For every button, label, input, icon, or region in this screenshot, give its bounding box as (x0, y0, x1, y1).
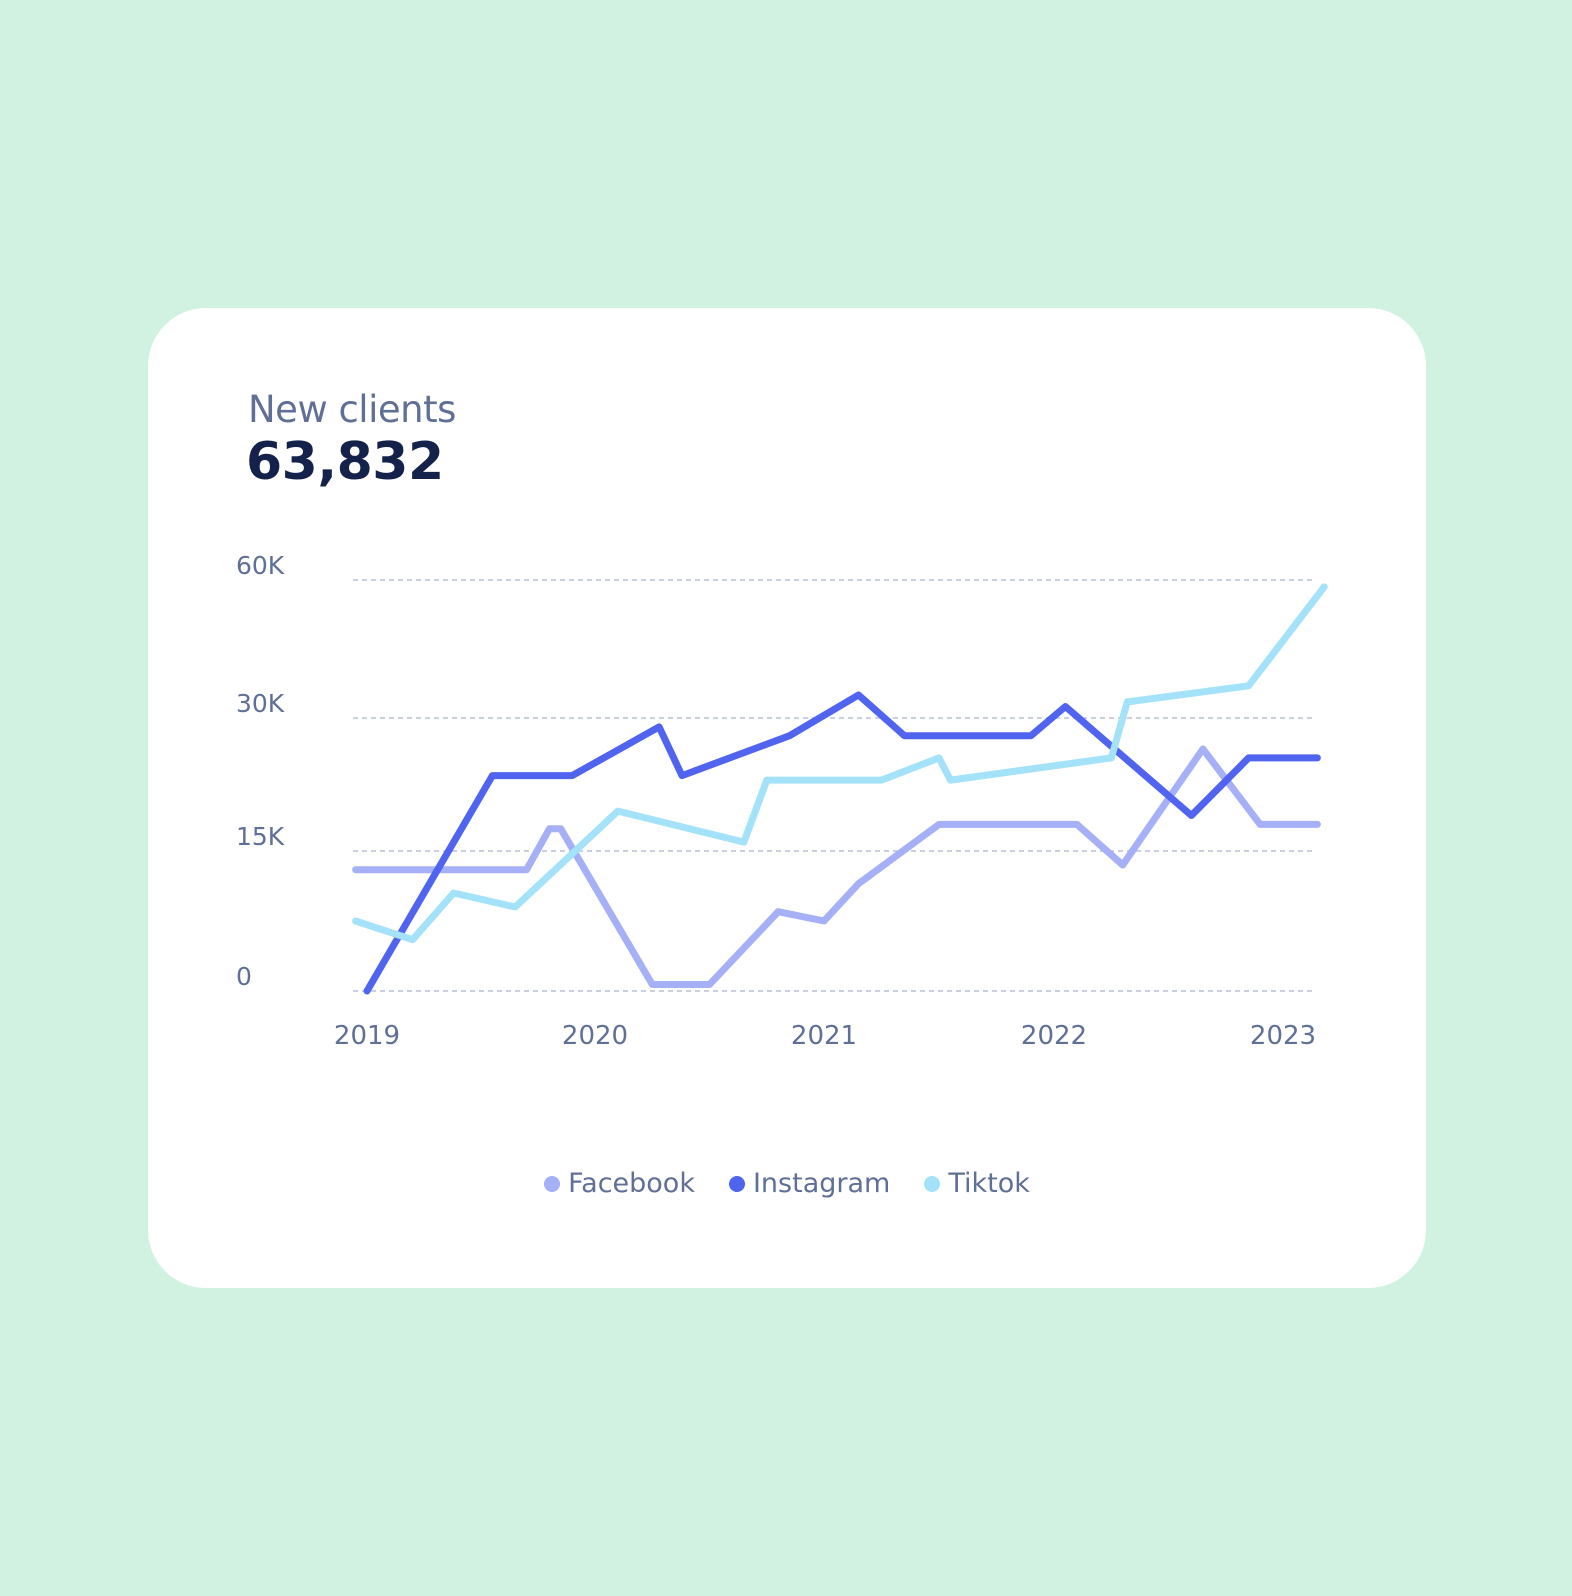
series-line-tiktok (352, 583, 1328, 944)
chart-card: New clients 63,832 0 15K 30K 60K 2019 2020 202… (148, 308, 1426, 1288)
y-tick-label: 30K (236, 689, 285, 718)
legend-dot-icon (924, 1175, 941, 1192)
x-tick-label: 2022 (1021, 1021, 1087, 1051)
x-tick-label: 2023 (1250, 1021, 1316, 1051)
y-tick-label: 15K (236, 822, 285, 851)
legend-label: Instagram (752, 1168, 891, 1199)
y-tick-label: 0 (236, 962, 252, 991)
legend-label: Tiktok (948, 1168, 1030, 1199)
x-tick-label: 2019 (334, 1021, 400, 1051)
legend-dot-icon (544, 1175, 561, 1192)
legend-item-tiktok: Tiktok (924, 1168, 1030, 1199)
total-value: 63,832 (246, 432, 444, 492)
series-line-instagram (363, 691, 1321, 995)
series-line-facebook (352, 745, 1321, 988)
x-tick-label: 2021 (791, 1021, 857, 1051)
x-tick-label: 2020 (562, 1021, 628, 1051)
legend-item-instagram: Instagram (728, 1168, 891, 1199)
legend-item-facebook: Facebook (544, 1168, 695, 1199)
card-title: New clients (248, 388, 456, 431)
legend-label: Facebook (568, 1168, 695, 1199)
legend-dot-icon (728, 1175, 745, 1192)
line-chart: 0 15K 30K 60K 2019 2020 2021 2022 2023 (236, 551, 1328, 1051)
y-tick-label: 60K (236, 551, 285, 580)
legend: Facebook Instagram Tiktok (148, 1168, 1426, 1199)
